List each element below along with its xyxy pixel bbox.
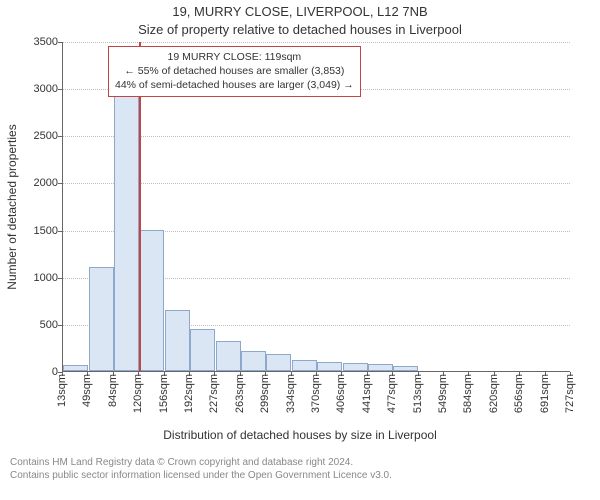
chart-container: 19, MURRY CLOSE, LIVERPOOL, L12 7NB Size… [0, 0, 600, 500]
x-tick-label: 334sqm [285, 374, 297, 413]
histogram-bar [139, 230, 164, 371]
x-tick-label: 49sqm [81, 374, 93, 407]
x-tick-label: 406sqm [335, 374, 347, 413]
histogram-bar [216, 341, 241, 371]
y-tick-label: 3000 [34, 83, 58, 95]
y-tick-label: 2500 [34, 130, 58, 142]
x-tick-label: 156sqm [158, 374, 170, 413]
x-tick-label: 441sqm [361, 374, 373, 413]
annotation-line-1: 19 MURRY CLOSE: 119sqm [115, 50, 354, 64]
histogram-bar [266, 354, 291, 371]
x-tick-label: 656sqm [513, 374, 525, 413]
chart-title-line2: Size of property relative to detached ho… [0, 22, 600, 37]
x-tick-label: 299sqm [259, 374, 271, 413]
x-tick-label: 370sqm [310, 374, 322, 413]
x-tick-label: 549sqm [437, 374, 449, 413]
y-tick-label: 3500 [34, 36, 58, 48]
x-tick-label: 227sqm [208, 374, 220, 413]
x-tick-label: 584sqm [462, 374, 474, 413]
y-tick-label: 500 [40, 319, 58, 331]
histogram-bar [89, 267, 114, 371]
y-tick-label: 1000 [34, 272, 58, 284]
x-tick-label: 477sqm [386, 374, 398, 413]
histogram-bar [114, 69, 139, 371]
x-tick-label: 263sqm [234, 374, 246, 413]
x-tick-label: 13sqm [56, 374, 68, 407]
footer-line-2: Contains public sector information licen… [10, 469, 590, 482]
y-tick-label: 1500 [34, 225, 58, 237]
x-tick-label: 84sqm [107, 374, 119, 407]
histogram-bar [241, 351, 266, 371]
x-tick-label: 691sqm [539, 374, 551, 413]
x-tick-label: 120sqm [132, 374, 144, 413]
histogram-bar [317, 362, 342, 371]
x-axis-label: Distribution of detached houses by size … [0, 428, 600, 442]
histogram-bar [393, 366, 418, 371]
x-tick-label: 192sqm [183, 374, 195, 413]
footer-line-1: Contains HM Land Registry data © Crown c… [10, 456, 590, 469]
x-tick-label: 513sqm [412, 374, 424, 413]
histogram-bar [292, 360, 317, 371]
histogram-bar [190, 329, 215, 371]
y-tick-label: 2000 [34, 177, 58, 189]
x-tick-label: 727sqm [564, 374, 576, 413]
annotation-line-3: 44% of semi-detached houses are larger (… [115, 78, 354, 92]
chart-title-line1: 19, MURRY CLOSE, LIVERPOOL, L12 7NB [0, 4, 600, 19]
histogram-bar [368, 364, 393, 371]
histogram-bar [165, 310, 190, 371]
annotation-line-2: ← 55% of detached houses are smaller (3,… [115, 64, 354, 78]
y-axis-label: Number of detached properties [5, 124, 19, 289]
footer-attribution: Contains HM Land Registry data © Crown c… [10, 456, 590, 482]
histogram-bar [343, 363, 368, 371]
x-tick-label: 620sqm [488, 374, 500, 413]
plot-area: 19 MURRY CLOSE: 119sqm ← 55% of detached… [62, 42, 570, 372]
histogram-bar [63, 365, 88, 371]
annotation-box: 19 MURRY CLOSE: 119sqm ← 55% of detached… [108, 46, 361, 97]
